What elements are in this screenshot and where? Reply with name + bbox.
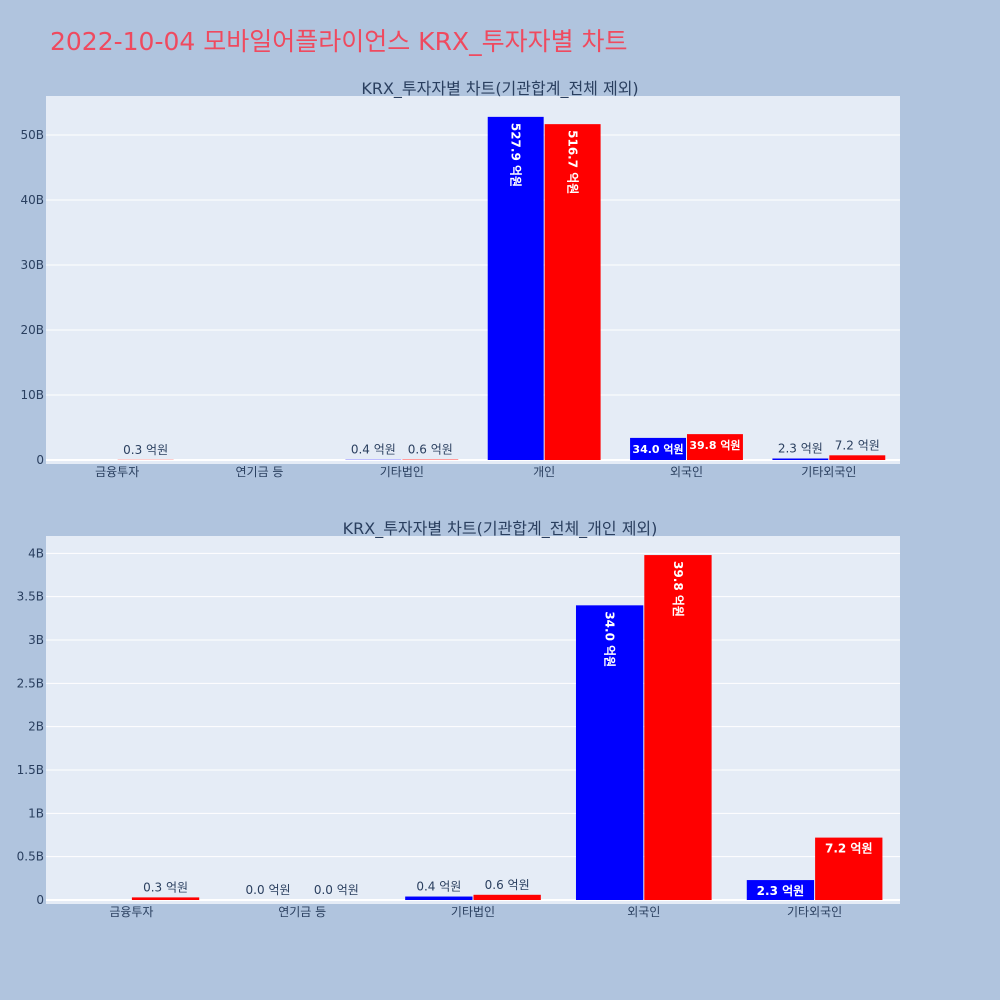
data-label: 516.7 억원 [566, 130, 580, 194]
x-tick-label: 외국인 [627, 905, 660, 919]
x-tick-label: 기타외국인 [801, 465, 856, 479]
bar [473, 894, 541, 900]
y-tick-label: 50B [20, 128, 44, 142]
y-tick-label: 1B [28, 806, 44, 820]
bar [630, 437, 686, 460]
data-label: 0.6 억원 [408, 443, 453, 457]
data-label: 39.8 억원 [689, 438, 740, 452]
data-label: 527.9 억원 [509, 123, 523, 187]
data-label: 0.0 억원 [314, 883, 359, 897]
y-tick-label: 2.5B [17, 676, 44, 690]
bar [487, 116, 544, 461]
data-label: 34.0 억원 [632, 442, 683, 456]
y-tick-label: 4B [28, 546, 44, 560]
x-tick-label: 금융투자 [109, 905, 153, 919]
bar [829, 455, 886, 460]
x-tick-label: 개인 [533, 465, 555, 479]
y-tick-label: 40B [20, 193, 44, 207]
data-label: 7.2 억원 [835, 438, 880, 452]
chart-panel-top: 0 10B 20B 30B 40B 50B KRX_투자자별 차트(기관합계_전체 제외) 금… [20, 79, 900, 479]
data-label: 39.8 억원 [671, 561, 685, 617]
data-label: 7.2 억원 [825, 842, 873, 856]
data-label: 0.6 억원 [485, 878, 530, 892]
plot-area [46, 96, 900, 464]
y-tick-label: 1.5B [17, 763, 44, 777]
page-title: 2022-10-04 모바일어플라이언스 KRX_투자자별 차트 [50, 27, 628, 56]
bar [687, 434, 743, 460]
bar [746, 880, 815, 900]
data-label: 2.3 억원 [757, 884, 805, 898]
x-tick-label: 외국인 [670, 465, 703, 479]
y-tick-label: 20B [20, 323, 44, 337]
chart-title: KRX_투자자별 차트(기관합계_전체_개인 제외) [343, 519, 658, 539]
bar [544, 124, 601, 461]
y-tick-label: 3.5B [17, 590, 44, 604]
data-label: 0.0 억원 [246, 883, 291, 897]
data-label: 0.3 억원 [123, 443, 168, 457]
data-label: 0.4 억원 [416, 880, 461, 894]
x-tick-label: 기타외국인 [787, 905, 842, 919]
x-tick-label: 기타법인 [380, 465, 424, 479]
y-tick-label: 0 [36, 453, 44, 467]
x-tick-label: 연기금 등 [236, 465, 284, 479]
bar [815, 837, 883, 900]
bar [131, 897, 200, 900]
x-tick-label: 금융투자 [95, 465, 139, 479]
data-label: 0.4 억원 [351, 443, 396, 457]
bar [644, 555, 712, 900]
y-tick-label: 2B [28, 720, 44, 734]
y-tick-label: 30B [20, 258, 44, 272]
bar [405, 896, 473, 900]
plot-area [46, 536, 900, 904]
data-label: 0.3 억원 [143, 880, 188, 894]
x-tick-label: 연기금 등 [278, 905, 326, 919]
bar [575, 605, 644, 900]
y-tick-label: 3B [28, 633, 44, 647]
data-label: 2.3 억원 [778, 442, 823, 456]
y-tick-label: 0 [36, 893, 44, 907]
x-tick-label: 기타법인 [451, 905, 495, 919]
data-label: 34.0 억원 [603, 611, 617, 667]
y-tick-label: 0.5B [17, 850, 44, 864]
bar [772, 458, 829, 460]
chart-panel-bottom: 0 0.5B 1B 1.5B 2B 2.5B 3B 3.5B 4B KRX_투자자별 차트(기관합… [17, 519, 900, 919]
chart-title: KRX_투자자별 차트(기관합계_전체 제외) [361, 79, 638, 99]
y-tick-label: 10B [20, 388, 44, 402]
